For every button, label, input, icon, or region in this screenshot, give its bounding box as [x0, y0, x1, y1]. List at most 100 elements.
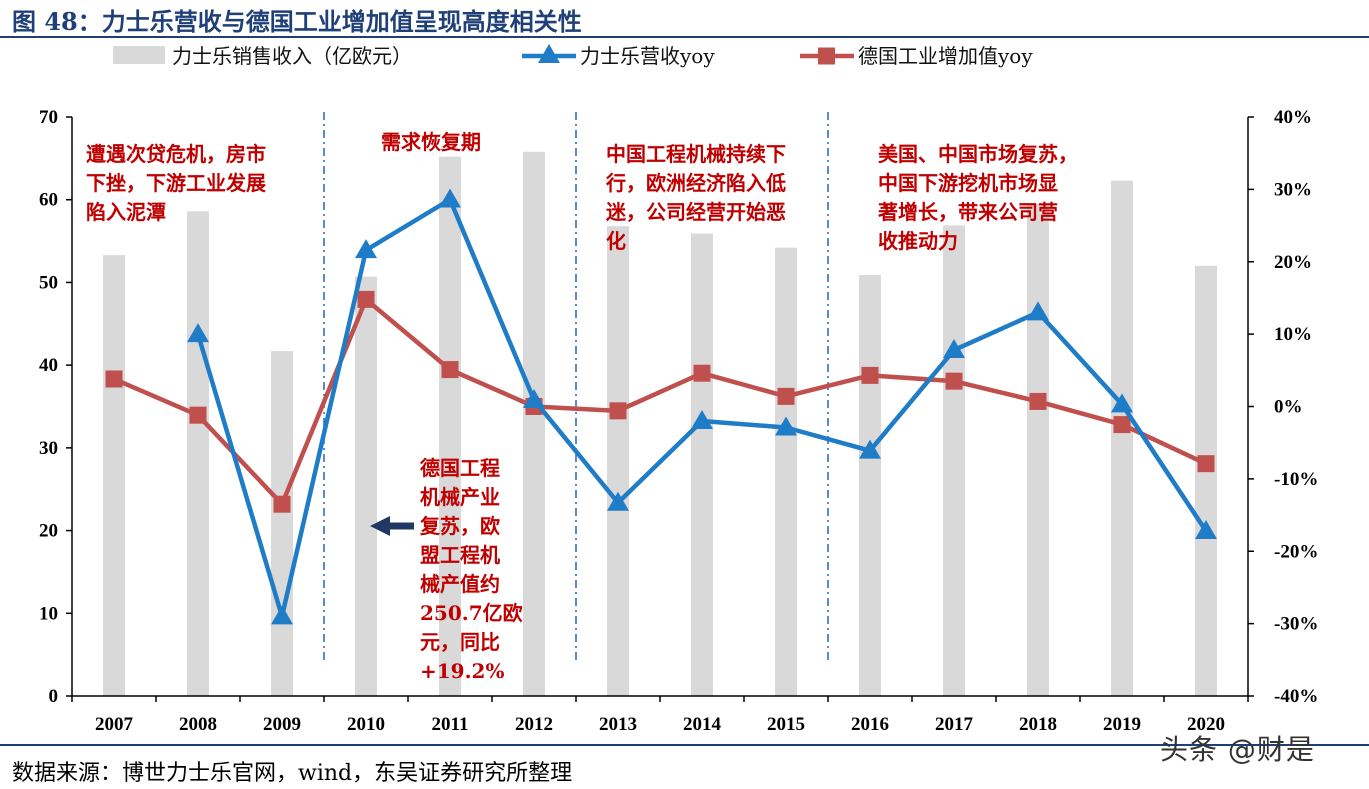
right-tick-label: -40%	[1274, 686, 1318, 707]
annotation-5-line: 元，同比	[420, 630, 500, 654]
right-tick-label: -20%	[1274, 541, 1318, 562]
title-rule	[0, 36, 1369, 38]
watermark: 头条 @财是	[1160, 733, 1315, 766]
left-tick-label: 10	[39, 603, 58, 624]
germany-industry-yoy-point-2016	[861, 366, 879, 384]
bar-2015	[775, 247, 797, 696]
x-tick-label: 2015	[767, 714, 805, 735]
bar-2019	[1111, 180, 1133, 696]
x-tick-label: 2007	[95, 714, 134, 735]
rexroth-revenue-yoy-point-2010	[355, 239, 377, 259]
annotation-arrow-head	[370, 516, 390, 536]
annotation-5-line: 盟工程机	[420, 543, 500, 567]
rexroth-revenue-yoy-point-2009	[271, 605, 293, 625]
germany-industry-yoy-point-2007	[105, 370, 123, 388]
rexroth-revenue-yoy-point-2020	[1195, 519, 1217, 539]
germany-industry-yoy-point-2018	[1029, 392, 1047, 410]
source-rule	[0, 744, 1369, 746]
legend-label-sales: 力士乐销售收入（亿欧元）	[172, 44, 412, 68]
x-tick-label: 2010	[347, 714, 385, 735]
rexroth-revenue-yoy-point-2017	[943, 339, 965, 359]
germany-industry-yoy-point-2019	[1113, 416, 1131, 434]
bar-2018	[1027, 203, 1049, 696]
source-note: 数据来源：博世力士乐官网，wind，东吴证券研究所整理	[12, 761, 573, 786]
x-tick-label: 2016	[851, 714, 889, 735]
annotation-3-line: 中国工程机械持续下	[606, 142, 786, 166]
rexroth-revenue-yoy-point-2016	[859, 439, 881, 459]
bar-2013	[607, 226, 629, 696]
annotation-3-line: 迷，公司经营开始恶	[605, 200, 786, 224]
x-tick-label: 2020	[1187, 714, 1225, 735]
annotation-5-line: 械产值约	[420, 572, 500, 596]
legend-marker-revenue-yoy	[538, 44, 560, 63]
rexroth-revenue-yoy-point-2008	[187, 323, 209, 343]
germany-industry-yoy-point-2020	[1197, 455, 1215, 473]
x-tick-label: 2017	[935, 714, 974, 735]
rexroth-revenue-yoy-point-2018	[1027, 301, 1049, 321]
rexroth-revenue-yoy-point-2015	[775, 416, 797, 436]
right-tick-label: 30%	[1274, 179, 1312, 200]
annotation-5-line: 复苏，欧	[419, 514, 500, 538]
bar-2017	[943, 225, 965, 696]
annotation-4-line: 美国、中国市场复苏，	[878, 142, 1078, 166]
rexroth-revenue-yoy-point-2019	[1111, 393, 1133, 413]
annotation-3-line: 行，欧洲经济陷入低	[605, 171, 786, 195]
left-tick-label: 40	[39, 355, 58, 376]
right-tick-label: 0%	[1274, 397, 1303, 418]
annotation-4-line: 中国下游挖机市场显	[878, 171, 1058, 195]
bar-2010	[355, 276, 377, 696]
x-tick-label: 2012	[515, 714, 553, 735]
germany-industry-yoy-point-2010	[357, 290, 375, 308]
annotation-2-line: 需求恢复期	[381, 130, 481, 154]
rexroth-revenue-yoy-point-2014	[691, 409, 713, 429]
legend-label-germany-yoy: 德国工业增加值yoy	[858, 44, 1033, 68]
bar-2012	[523, 151, 545, 697]
annotation-1-line: 遭遇次贷危机，房市	[86, 142, 266, 166]
right-tick-label: 20%	[1274, 252, 1312, 273]
rexroth-revenue-yoy-point-2012	[523, 388, 545, 408]
left-tick-label: 0	[49, 686, 59, 707]
rexroth-revenue-yoy-point-2013	[607, 491, 629, 511]
legend-swatch-sales	[113, 46, 165, 64]
annotation-1-line: 陷入泥潭	[86, 200, 166, 224]
bar-2008	[187, 211, 209, 696]
rexroth-revenue-yoy-point-2011	[439, 188, 461, 208]
left-tick-label: 20	[39, 521, 58, 542]
right-tick-label: 40%	[1274, 107, 1312, 128]
bar-2007	[103, 255, 125, 696]
bar-2020	[1195, 265, 1217, 696]
germany-industry-yoy-point-2015	[777, 387, 795, 405]
right-tick-label: -30%	[1274, 614, 1318, 635]
germany-industry-yoy-point-2009	[273, 495, 291, 513]
x-tick-label: 2011	[432, 714, 469, 735]
legend-label-revenue-yoy: 力士乐营收yoy	[580, 44, 715, 68]
germany-industry-yoy-point-2017	[945, 372, 963, 390]
annotation-1-line: 下挫，下游工业发展	[86, 171, 266, 195]
left-tick-label: 70	[39, 107, 58, 128]
legend-marker-germany-yoy	[818, 47, 835, 65]
figure-title: 图 48：力士乐营收与德国工业增加值呈现高度相关性	[12, 7, 582, 36]
x-tick-label: 2018	[1019, 714, 1057, 735]
right-tick-label: -10%	[1274, 469, 1318, 490]
x-tick-label: 2009	[263, 714, 301, 735]
annotation-5-line: 机械产业	[420, 485, 500, 509]
x-tick-label: 2008	[179, 714, 217, 735]
germany-industry-yoy-point-2013	[609, 402, 627, 420]
annotation-5-line: 德国工程	[420, 456, 500, 480]
annotation-5-line: 250.7亿欧	[420, 601, 523, 625]
right-tick-label: 10%	[1274, 324, 1312, 345]
germany-industry-yoy-point-2014	[693, 364, 711, 382]
left-tick-label: 30	[39, 438, 58, 459]
left-tick-label: 50	[39, 272, 58, 293]
annotation-4-line: 著增长，带来公司营	[878, 200, 1058, 224]
bar-2011	[439, 156, 461, 696]
annotation-4-line: 收推动力	[878, 229, 958, 253]
x-tick-label: 2019	[1103, 714, 1141, 735]
x-tick-label: 2014	[683, 714, 722, 735]
germany-industry-yoy-point-2011	[441, 361, 459, 379]
annotation-3-line: 化	[606, 229, 626, 253]
annotation-5-line: +19.2%	[420, 659, 504, 683]
bar-2016	[859, 274, 881, 696]
germany-industry-yoy-line	[113, 297, 1207, 507]
